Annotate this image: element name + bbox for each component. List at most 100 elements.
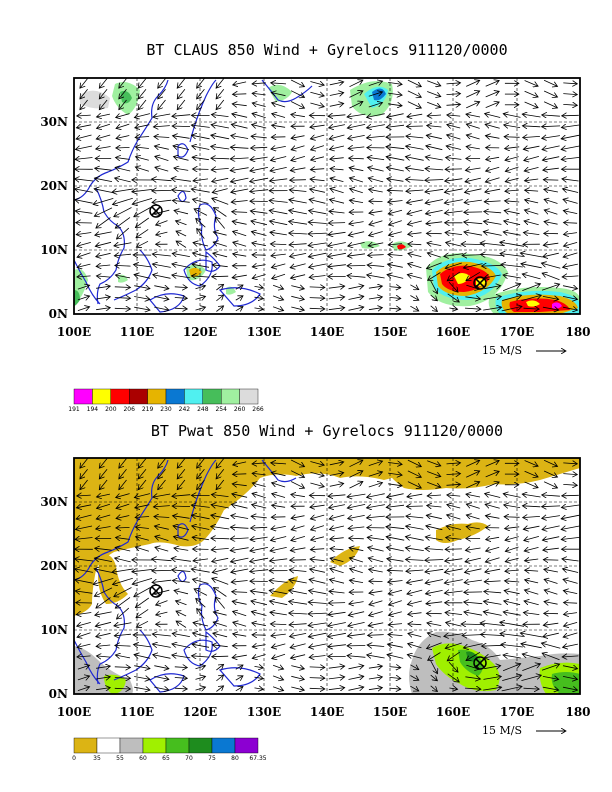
wind-vector xyxy=(135,125,150,128)
wind-vector xyxy=(368,308,383,310)
wind-vector xyxy=(563,644,578,647)
wind-vector xyxy=(76,233,92,235)
wind-vector xyxy=(77,622,91,626)
wind-vector xyxy=(177,458,186,469)
wind-vector xyxy=(444,579,463,584)
wind-vector xyxy=(270,221,288,226)
wind-vector xyxy=(291,687,304,690)
wind-vector xyxy=(176,621,187,628)
wind-vector xyxy=(197,609,205,619)
wind-vector xyxy=(154,666,169,669)
wind-vector xyxy=(389,600,402,605)
wind-vector xyxy=(522,274,541,280)
wind-vector xyxy=(235,665,243,669)
wind-vector xyxy=(406,506,423,507)
wind-vector xyxy=(291,145,305,150)
wind-vector xyxy=(154,676,169,679)
wind-vector xyxy=(349,538,364,539)
wind-vector xyxy=(232,221,247,224)
cloud-region xyxy=(397,244,406,250)
wind-vector xyxy=(289,190,307,192)
wind-vector xyxy=(310,569,325,572)
wind-vector xyxy=(330,558,344,561)
wind-vector xyxy=(192,146,210,150)
wind-vector xyxy=(211,146,230,149)
colorbar-swatch xyxy=(96,737,121,754)
wind-vector xyxy=(388,93,402,95)
wind-vector xyxy=(252,483,266,487)
wind-vector xyxy=(466,651,481,660)
wind-vector xyxy=(95,548,112,550)
wind-vector xyxy=(97,494,110,497)
wind-vector xyxy=(447,515,461,520)
wind-vector xyxy=(96,645,111,646)
wind-vector xyxy=(289,590,307,595)
wind-vector xyxy=(466,271,481,280)
wind-vector xyxy=(486,166,500,171)
colorbar-swatch xyxy=(73,388,93,405)
wind-vector xyxy=(230,168,249,171)
wind-vector xyxy=(563,474,577,475)
reference-vector-label: 15 M/S xyxy=(482,724,522,737)
wind-vector xyxy=(134,286,150,289)
wind-vector xyxy=(445,613,463,615)
wind-vector xyxy=(504,517,520,518)
wind-vector xyxy=(216,458,225,469)
x-tick-label: 110E xyxy=(120,325,154,339)
wind-vector xyxy=(505,147,520,149)
wind-vector xyxy=(524,80,539,87)
wind-vector xyxy=(158,458,166,469)
wind-vector xyxy=(310,483,324,487)
wind-vector xyxy=(485,177,500,182)
wind-vector xyxy=(349,471,363,478)
wind-vector xyxy=(542,296,559,299)
wind-vector xyxy=(368,286,383,288)
wind-vector xyxy=(212,645,228,647)
wind-vector xyxy=(389,677,401,678)
wind-vector xyxy=(116,503,130,508)
colorbar-label: 60 xyxy=(139,755,147,762)
wind-vector xyxy=(270,601,288,606)
wind-vector xyxy=(349,91,363,98)
wind-vector xyxy=(410,664,418,670)
wind-vector xyxy=(136,537,149,541)
wind-vector xyxy=(213,622,227,627)
wind-vector xyxy=(484,666,501,669)
wind-vector xyxy=(271,463,287,464)
wind-vector xyxy=(388,104,402,106)
colorbar-label: 191 xyxy=(68,406,80,413)
wind-vector xyxy=(134,493,150,498)
wind-vector xyxy=(153,494,171,497)
wind-vector xyxy=(114,287,131,288)
wind-vector xyxy=(328,612,346,615)
colorbar-label: 70 xyxy=(185,755,193,762)
wind-vector xyxy=(233,474,247,475)
wind-vector xyxy=(367,645,385,647)
wind-vector xyxy=(542,136,560,139)
wind-vector xyxy=(291,525,305,530)
wind-vector xyxy=(522,506,541,507)
wind-vector xyxy=(270,244,287,245)
wind-vector xyxy=(368,243,384,246)
wind-vector xyxy=(520,253,543,258)
wind-vector xyxy=(93,198,114,204)
wind-vector xyxy=(463,263,483,268)
wind-vector xyxy=(291,114,305,116)
wind-vector xyxy=(271,156,287,161)
wind-vector xyxy=(447,505,461,508)
colorbar-swatch xyxy=(165,737,190,754)
wind-vector xyxy=(310,472,324,476)
wind-vector xyxy=(500,634,524,637)
wind-vector xyxy=(254,677,264,678)
wind-vector xyxy=(503,114,521,118)
pwat-region xyxy=(74,458,420,616)
wind-vector xyxy=(309,308,325,309)
wind-vector xyxy=(232,655,247,658)
wind-vector xyxy=(445,559,463,562)
wind-vector xyxy=(504,221,521,226)
wind-vector xyxy=(291,494,305,496)
wind-vector xyxy=(172,275,191,278)
wind-vector xyxy=(270,547,287,551)
wind-vector xyxy=(521,264,542,269)
wind-vector xyxy=(347,494,366,497)
